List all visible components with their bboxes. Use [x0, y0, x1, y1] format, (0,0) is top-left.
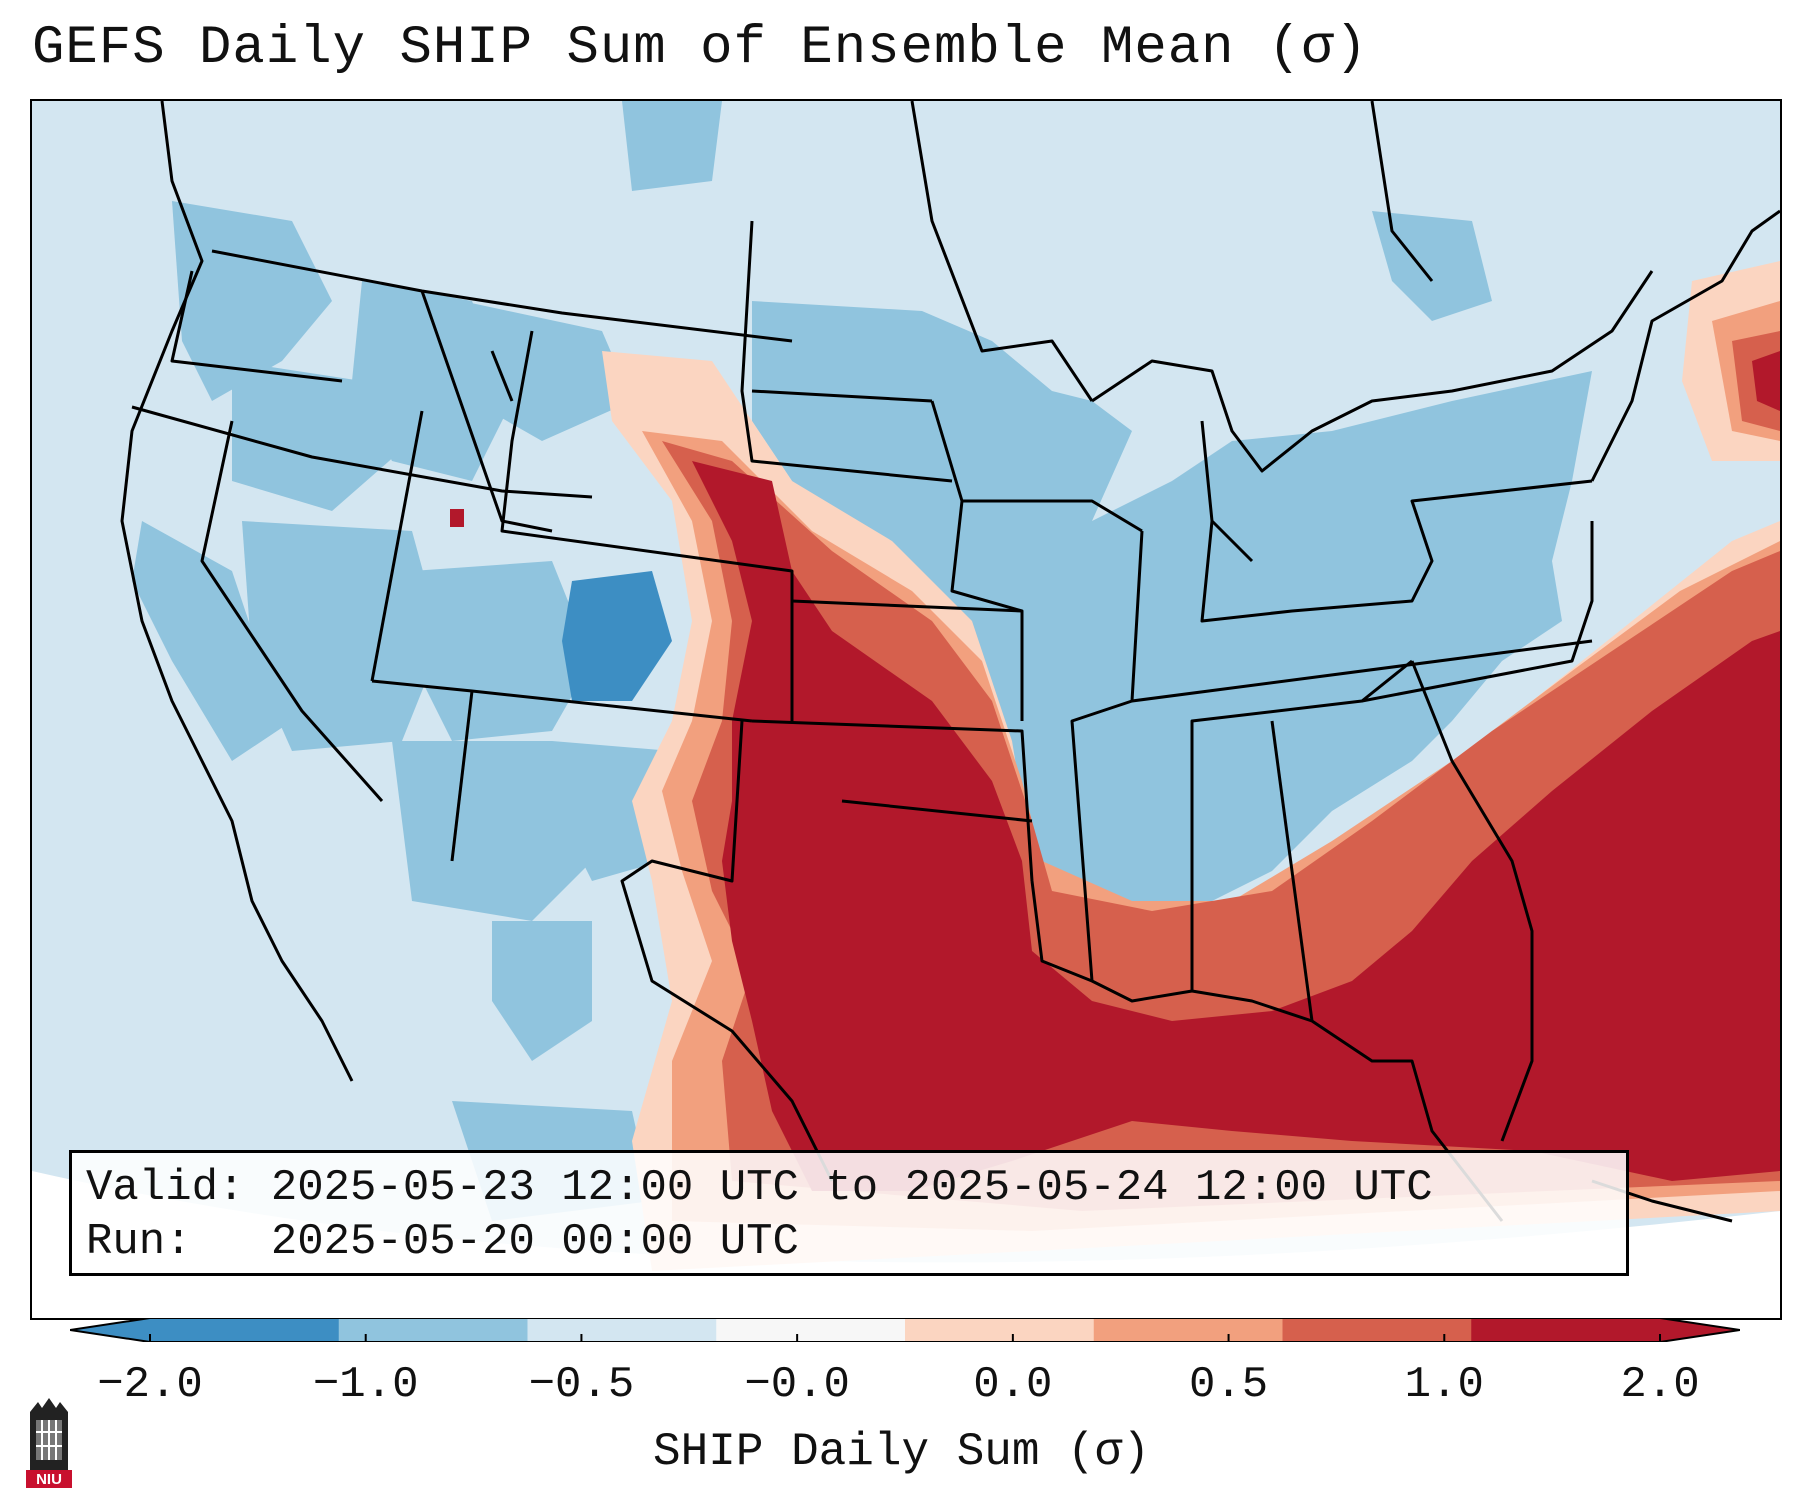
border-arizona-nm — [450, 690, 474, 862]
colorbar-extend-low — [70, 1318, 150, 1342]
border-nevada-utah — [370, 410, 424, 682]
border-great-lakes — [1091, 270, 1654, 473]
border-washington — [170, 270, 343, 383]
colorbar-tick-label: 2.0 — [1620, 1360, 1700, 1410]
border-tennessee — [1131, 639, 1593, 703]
region-utah-spot — [450, 509, 464, 527]
state-and-coast-borders — [120, 101, 1780, 1223]
border-carolinas-virginia — [1361, 521, 1594, 703]
pacific-coastline — [120, 101, 354, 1082]
colorbar-tick-label: 0.0 — [973, 1360, 1053, 1410]
colorbar-tick-label: −0.5 — [528, 1360, 635, 1410]
border-dakotas — [740, 220, 953, 483]
border-iowa-north — [962, 499, 1143, 533]
region-utah — [412, 561, 592, 741]
border-red-river — [841, 799, 1033, 823]
ship-field-map — [32, 101, 1780, 1318]
border-mississippi-river — [1070, 530, 1144, 982]
region-arizona — [392, 741, 592, 921]
colorbar-segment — [716, 1318, 906, 1342]
region-texas-gulf-dark — [692, 461, 1780, 1191]
page-title: GEFS Daily SHIP Sum of Ensemble Mean (σ) — [32, 18, 1369, 79]
validity-info-box: Valid: 2025-05-23 12:00 UTC to 2025-05-2… — [69, 1150, 1629, 1276]
region-mexico-north — [492, 921, 592, 1061]
border-minnesota-iowa — [930, 400, 1023, 613]
border-oklahoma-texas — [751, 719, 1034, 882]
region-colorado-dark-blue — [562, 571, 672, 701]
gulf-coastline — [1030, 880, 1504, 1222]
colorbar-tick-label: −2.0 — [97, 1360, 203, 1410]
border-quebec — [1370, 101, 1434, 282]
colorbar-tick-label: −1.0 — [312, 1360, 419, 1410]
outside-projection-area — [32, 1171, 1780, 1318]
colorbar-segment — [905, 1318, 1095, 1342]
border-oregon-south — [131, 405, 593, 499]
colorbar-segment — [150, 1318, 340, 1342]
valid-time-text: Valid: 2025-05-23 12:00 UTC to 2025-05-2… — [86, 1163, 1433, 1213]
atlantic-coastline — [1410, 660, 1534, 1142]
region-new-mexico — [552, 741, 672, 881]
border-canada-west — [211, 249, 793, 343]
colorbar-segment — [1093, 1318, 1283, 1342]
colorbar-extend-high — [1660, 1318, 1740, 1342]
border-texas-rio-grande — [620, 720, 834, 1182]
border-idaho-montana — [490, 350, 514, 402]
region-montana-west — [462, 301, 632, 441]
colorbar — [70, 1318, 1740, 1342]
colorbar-segment — [1282, 1318, 1472, 1342]
niu-logo: NIU — [26, 1398, 72, 1488]
colorbar-label: SHIP Daily Sum (σ) — [653, 1426, 1150, 1478]
colorbar-tick-label: 1.0 — [1404, 1360, 1484, 1410]
colorbar-segment — [527, 1318, 717, 1342]
colorbar-segment — [1471, 1318, 1661, 1342]
border-wyoming-colorado — [500, 330, 794, 721]
border-northeast — [1590, 209, 1780, 482]
region-california-north — [132, 521, 292, 761]
map-panel: Valid: 2025-05-23 12:00 UTC to 2025-05-2… — [30, 99, 1782, 1320]
border-nevada-california — [200, 420, 384, 802]
border-canada-ontario — [910, 101, 1094, 402]
positive-dark-regions — [450, 351, 1780, 1191]
border-ohio-valley — [1200, 479, 1593, 623]
colorbar-segment — [338, 1318, 528, 1342]
region-quebec — [1372, 211, 1492, 321]
niu-logo-text: NIU — [36, 1471, 62, 1488]
border-alabama-georgia — [1190, 659, 1413, 991]
region-canada-prairie — [622, 101, 722, 191]
region-maine-dark — [1752, 351, 1780, 411]
run-time-text: Run: 2025-05-20 00:00 UTC — [86, 1217, 799, 1267]
border-georgia-alabama — [1270, 720, 1314, 1022]
border-nd-sd — [751, 389, 933, 403]
colorbar-tick-label: 0.5 — [1188, 1360, 1269, 1410]
colorbar-tick-label: −0.0 — [744, 1360, 850, 1410]
border-lake-michigan — [1200, 420, 1254, 563]
region-central-east-us — [752, 301, 1592, 901]
